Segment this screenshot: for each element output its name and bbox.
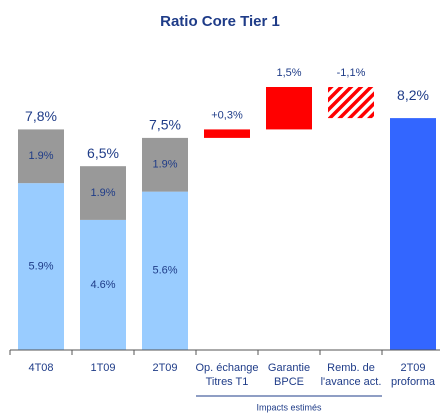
x-tick-label: BPCE <box>274 376 304 388</box>
x-tick-label: Remb. de <box>327 362 375 374</box>
x-tick-label: 1T09 <box>90 362 115 374</box>
step-label: -1,1% <box>337 67 366 79</box>
step-bar <box>328 87 374 119</box>
step-bar <box>204 129 250 138</box>
x-tick-label: Garantie <box>268 362 310 374</box>
segment-label: 1.9% <box>90 187 115 199</box>
bar-segment <box>142 137 188 192</box>
step-bar <box>266 87 312 130</box>
segment-label: 4.6% <box>90 279 115 291</box>
x-tick-label: Titres T1 <box>206 376 249 388</box>
segment-label: 5.9% <box>28 260 53 272</box>
final-label: 8,2% <box>397 87 429 103</box>
total-label: 7,8% <box>25 108 57 124</box>
x-tick-label: Op. échange <box>196 362 259 374</box>
x-tick-label: 4T08 <box>28 362 53 374</box>
step-label: 1,5% <box>276 67 301 79</box>
bar-segment <box>80 219 126 350</box>
total-label: 6,5% <box>87 145 119 161</box>
total-label: 7,5% <box>149 117 181 133</box>
x-tick-label: 2T09 <box>400 362 425 374</box>
x-tick-label: proforma <box>391 376 436 388</box>
x-tick-label: 2T09 <box>152 362 177 374</box>
final-bar <box>390 118 436 350</box>
segment-label: 1.9% <box>152 159 177 171</box>
chart-title: Ratio Core Tier 1 <box>160 13 280 30</box>
segment-label: 1.9% <box>28 150 53 162</box>
bar-segment <box>80 166 126 220</box>
bar-segment <box>142 191 188 350</box>
annotation: Impacts estimés <box>256 402 322 412</box>
step-label: +0,3% <box>211 109 243 121</box>
bar-segment <box>18 183 64 350</box>
x-tick-label: l'avance act. <box>321 376 382 388</box>
segment-label: 5.6% <box>152 265 177 277</box>
bar-segment <box>18 129 64 184</box>
